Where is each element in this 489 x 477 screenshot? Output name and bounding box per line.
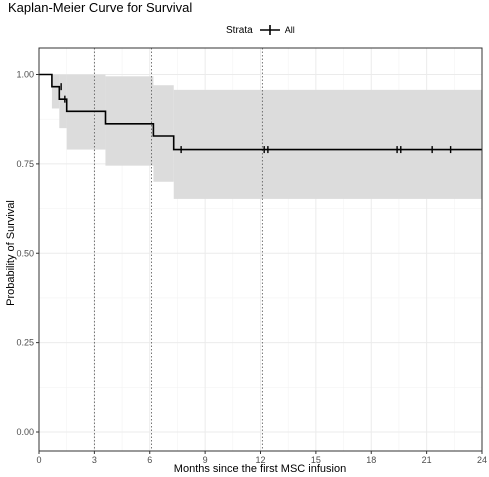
x-tick-label: 9 — [203, 455, 208, 465]
censor-marks — [60, 83, 452, 154]
y-tick-label: 1.00 — [16, 70, 34, 80]
x-axis-title: Months since the first MSC infusion — [174, 463, 346, 475]
x-tick-label: 21 — [422, 455, 432, 465]
survival-step-line — [39, 73, 482, 151]
survival-curve — [39, 73, 482, 151]
x-tick-labels: 0 3 6 9 12 15 18 21 24 — [36, 455, 487, 465]
legend: Strata All — [226, 24, 295, 36]
confidence-band — [51, 74, 482, 199]
ci-segment — [173, 89, 482, 199]
legend-entry-all: All — [284, 25, 295, 35]
ci-segment — [59, 74, 67, 129]
ci-segment — [51, 74, 60, 109]
y-tick-labels: 0.00 0.25 0.50 0.75 1.00 — [16, 70, 34, 438]
x-tick-label: 0 — [36, 455, 41, 465]
x-tick-label: 24 — [477, 455, 487, 465]
reference-lines — [93, 48, 263, 451]
legend-key — [259, 25, 280, 35]
x-tick-label: 12 — [255, 455, 265, 465]
x-tick-label: 6 — [147, 455, 152, 465]
y-axis-title: Probability of Survival — [5, 200, 17, 306]
x-tick-label: 3 — [92, 455, 97, 465]
ci-segment — [105, 76, 154, 166]
y-tick-label: 0.25 — [16, 338, 34, 348]
legend-title: Strata — [226, 24, 253, 36]
chart-title: Kaplan-Meier Curve for Survival — [8, 0, 193, 15]
y-tick-label: 0.50 — [16, 248, 34, 258]
ci-segment — [153, 85, 174, 182]
y-tick-label: 0.00 — [16, 427, 34, 437]
y-tick-label: 0.75 — [16, 159, 34, 169]
x-tick-label: 18 — [366, 455, 376, 465]
axes — [36, 47, 483, 454]
x-tick-label: 15 — [311, 455, 321, 465]
